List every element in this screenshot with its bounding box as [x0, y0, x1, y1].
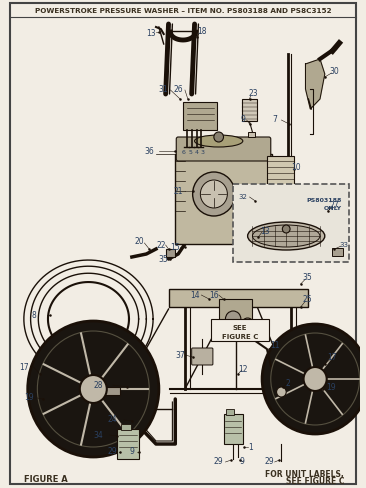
- Text: 21: 21: [173, 187, 183, 196]
- Text: 29: 29: [108, 447, 117, 456]
- Text: 35: 35: [303, 273, 312, 282]
- Text: 20: 20: [135, 237, 145, 246]
- Text: 19: 19: [326, 383, 335, 392]
- Text: 16: 16: [209, 290, 219, 299]
- Text: 22: 22: [156, 240, 165, 249]
- Bar: [117, 429, 139, 459]
- Text: 4: 4: [194, 149, 198, 154]
- Polygon shape: [306, 60, 325, 110]
- Text: 11: 11: [270, 340, 279, 349]
- Text: 10: 10: [291, 163, 300, 172]
- Text: 17: 17: [328, 353, 337, 362]
- Bar: [219, 299, 253, 339]
- Bar: [233, 184, 349, 263]
- Text: 18: 18: [198, 27, 207, 37]
- Text: 13: 13: [146, 28, 156, 38]
- Text: 35: 35: [159, 255, 169, 264]
- Text: 30: 30: [329, 67, 339, 76]
- FancyBboxPatch shape: [176, 138, 271, 162]
- Text: 23: 23: [249, 89, 258, 98]
- Text: 6: 6: [182, 149, 186, 154]
- Text: 7: 7: [272, 115, 277, 124]
- Text: 17: 17: [19, 362, 29, 371]
- Text: 2: 2: [286, 378, 291, 386]
- Circle shape: [262, 325, 366, 434]
- Circle shape: [28, 321, 159, 457]
- Text: 19: 19: [24, 393, 33, 402]
- Bar: [267, 157, 294, 192]
- Circle shape: [242, 318, 253, 330]
- Text: 26: 26: [173, 85, 183, 94]
- Bar: [332, 248, 343, 257]
- Ellipse shape: [248, 223, 325, 250]
- Circle shape: [37, 331, 149, 447]
- Bar: [227, 409, 234, 415]
- Text: FOR UNIT LABELS,: FOR UNIT LABELS,: [265, 469, 344, 479]
- Circle shape: [80, 375, 107, 403]
- Text: POWERSTROKE PRESSURE WASHER – ITEM NO. PS803188 AND PS8C3152: POWERSTROKE PRESSURE WASHER – ITEM NO. P…: [35, 8, 331, 14]
- Circle shape: [200, 181, 227, 208]
- Circle shape: [214, 133, 224, 142]
- Text: ONLY: ONLY: [324, 205, 342, 210]
- Bar: [242, 100, 257, 122]
- Circle shape: [282, 225, 290, 234]
- Circle shape: [193, 173, 235, 217]
- Text: 5: 5: [188, 149, 192, 154]
- FancyBboxPatch shape: [192, 348, 213, 365]
- Text: FIGURE A: FIGURE A: [24, 474, 68, 484]
- Text: 31: 31: [159, 85, 168, 94]
- Ellipse shape: [195, 136, 243, 148]
- Circle shape: [303, 367, 327, 391]
- Ellipse shape: [253, 225, 320, 247]
- Text: FIGURE C: FIGURE C: [222, 333, 258, 339]
- Text: 1: 1: [248, 442, 253, 450]
- Text: PS803188: PS803188: [307, 197, 342, 202]
- Bar: [166, 249, 175, 258]
- Text: 29: 29: [214, 457, 224, 466]
- Text: 33: 33: [340, 242, 348, 247]
- Text: SEE: SEE: [233, 325, 247, 330]
- Text: 8: 8: [31, 310, 36, 319]
- Bar: [175, 155, 272, 244]
- Text: 28: 28: [93, 380, 103, 389]
- Text: 34: 34: [93, 429, 103, 439]
- Text: 13: 13: [260, 227, 270, 236]
- Text: 36: 36: [144, 147, 154, 156]
- Text: 24: 24: [108, 415, 117, 424]
- Text: 12: 12: [238, 365, 247, 374]
- Text: 37: 37: [175, 350, 185, 359]
- Bar: [168, 289, 309, 307]
- Bar: [183, 103, 217, 131]
- Bar: [248, 133, 255, 138]
- Text: 9: 9: [240, 115, 245, 124]
- Circle shape: [225, 311, 241, 327]
- Text: 25: 25: [303, 295, 312, 304]
- Bar: [224, 414, 243, 444]
- Text: 9: 9: [130, 447, 134, 456]
- Text: 9: 9: [239, 457, 244, 466]
- Text: 32: 32: [238, 194, 247, 200]
- Bar: [101, 387, 120, 395]
- Bar: [121, 424, 131, 430]
- Bar: [211, 319, 269, 341]
- Circle shape: [271, 333, 359, 425]
- Text: 14: 14: [190, 291, 199, 300]
- Text: SEE FIGURE C: SEE FIGURE C: [285, 476, 344, 486]
- Text: 29: 29: [264, 457, 274, 466]
- Text: 3: 3: [201, 149, 205, 154]
- Circle shape: [277, 387, 286, 397]
- Text: 27: 27: [330, 200, 339, 209]
- Text: 15: 15: [171, 243, 180, 252]
